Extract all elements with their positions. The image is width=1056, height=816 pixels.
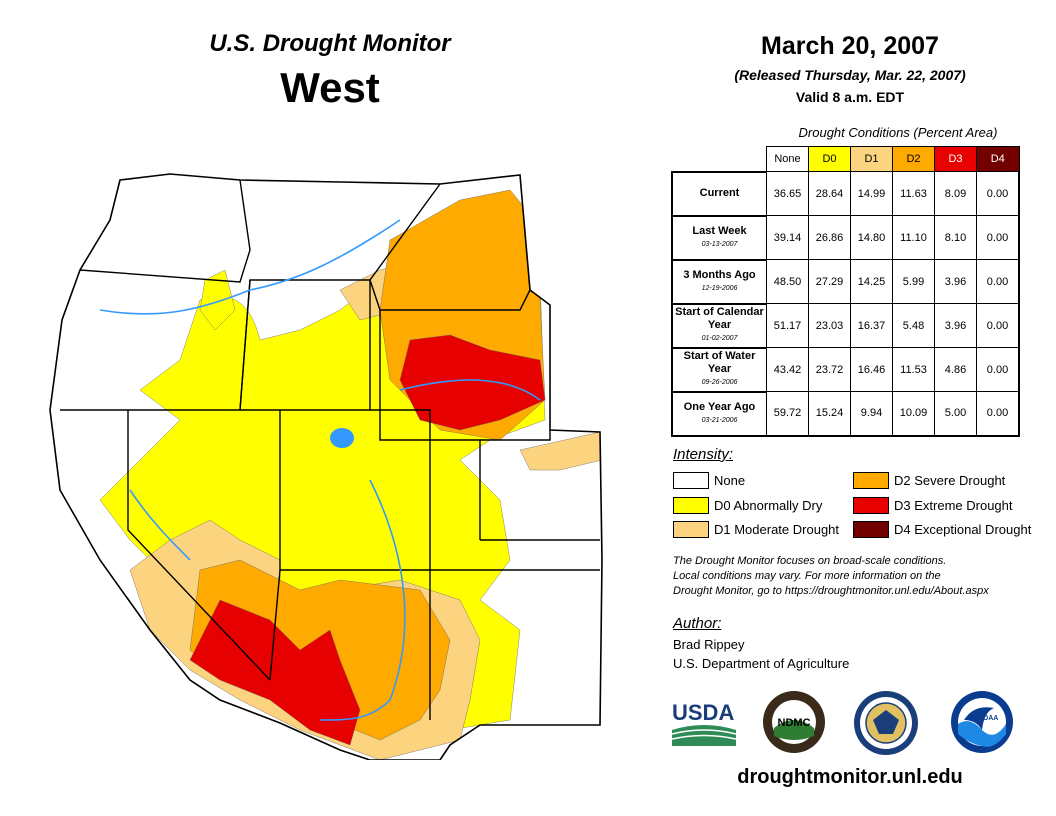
author-name: Brad Rippey xyxy=(673,637,745,652)
table-row: Current 36.65 28.64 14.99 11.63 8.09 0.0… xyxy=(671,170,1020,216)
cell: 8.10 xyxy=(934,215,977,260)
legend-item-none: None xyxy=(673,472,745,489)
legend-item-d0: D0 Abnormally Dry xyxy=(673,497,822,514)
cell: 48.50 xyxy=(766,259,809,304)
cell: 11.53 xyxy=(892,347,935,392)
legend-swatch xyxy=(853,521,889,538)
cell: 43.42 xyxy=(766,347,809,392)
legend-item-d3: D3 Extreme Drought xyxy=(853,497,1013,514)
col-none: None xyxy=(766,146,809,172)
cell: 3.96 xyxy=(934,303,977,348)
cell: 36.65 xyxy=(766,171,809,216)
cell: 0.00 xyxy=(976,391,1020,437)
row-label: Start of Water Year 09-26-2006 xyxy=(671,346,767,392)
map-date: March 20, 2007 xyxy=(761,32,939,60)
nws-seal-logo xyxy=(854,691,918,755)
cell: 0.00 xyxy=(976,171,1020,216)
website-url[interactable]: droughtmonitor.unl.edu xyxy=(737,766,963,788)
usda-logo: USDA xyxy=(671,700,737,746)
table-row: Start of Calendar Year 01-02-2007 51.17 2… xyxy=(671,302,1020,348)
legend-item-d4: D4 Exceptional Drought xyxy=(853,521,1031,538)
cell: 16.37 xyxy=(850,303,893,348)
cell: 16.46 xyxy=(850,347,893,392)
svg-text:NOAA: NOAA xyxy=(978,715,999,722)
legend-swatch xyxy=(853,497,889,514)
drought-conditions-table: None D0 D1 D2 D3 D4 Current 36.65 28.64 … xyxy=(671,146,1020,437)
cell: 15.24 xyxy=(808,391,851,437)
cell: 9.94 xyxy=(850,391,893,437)
cell: 10.09 xyxy=(892,391,935,437)
region-outline xyxy=(49,173,603,760)
cell: 0.00 xyxy=(976,347,1020,392)
cell: 11.10 xyxy=(892,215,935,260)
cell: 0.00 xyxy=(976,259,1020,304)
drought-map xyxy=(49,173,603,760)
col-d0: D0 xyxy=(808,146,851,172)
table-row: 3 Months Ago 12-19-2006 48.50 27.29 14.25… xyxy=(671,258,1020,304)
legend-item-d1: D1 Moderate Drought xyxy=(673,521,839,538)
col-d4: D4 xyxy=(976,146,1020,172)
table-row: Start of Water Year 09-26-2006 43.42 23.7… xyxy=(671,346,1020,392)
cell: 26.86 xyxy=(808,215,851,260)
svg-text:NDMC: NDMC xyxy=(778,717,811,729)
region-title: West xyxy=(280,64,380,111)
cell: 5.99 xyxy=(892,259,935,304)
legend-item-d2: D2 Severe Drought xyxy=(853,472,1005,489)
table-caption: Drought Conditions (Percent Area) xyxy=(798,125,998,140)
row-label: 3 Months Ago 12-19-2006 xyxy=(671,258,767,304)
svg-text:USDA: USDA xyxy=(672,700,734,725)
cell: 5.48 xyxy=(892,303,935,348)
rivers xyxy=(99,219,541,721)
cell: 23.72 xyxy=(808,347,851,392)
d0-area-north xyxy=(199,269,236,331)
cell: 4.86 xyxy=(934,347,977,392)
disclaimer-note: The Drought Monitor focuses on broad-sca… xyxy=(673,555,989,597)
cell: 5.00 xyxy=(934,391,977,437)
row-label: Start of Calendar Year 01-02-2007 xyxy=(671,302,767,348)
legend-title: Intensity: xyxy=(673,446,734,463)
author-heading: Author: xyxy=(673,615,722,632)
table-row: One Year Ago 03-21-2006 59.72 15.24 9.94 … xyxy=(671,390,1020,437)
program-title: U.S. Drought Monitor xyxy=(209,30,451,57)
d1-area-plains xyxy=(519,431,602,471)
state-boundaries xyxy=(60,179,600,720)
great-salt-lake xyxy=(330,428,354,448)
cell: 14.99 xyxy=(850,171,893,216)
row-label: One Year Ago 03-21-2006 xyxy=(671,390,767,437)
row-label: Last Week 03-13-2007 xyxy=(671,214,767,260)
d3-area-north xyxy=(399,334,546,431)
table-row: Last Week 03-13-2007 39.14 26.86 14.80 11… xyxy=(671,214,1020,260)
legend-swatch xyxy=(673,521,709,538)
cell: 59.72 xyxy=(766,391,809,437)
cell: 39.14 xyxy=(766,215,809,260)
col-d3: D3 xyxy=(934,146,977,172)
legend-swatch xyxy=(853,472,889,489)
cell: 8.09 xyxy=(934,171,977,216)
ndmc-logo: NDMC xyxy=(763,691,825,753)
d3-area xyxy=(189,599,361,746)
cell: 23.03 xyxy=(808,303,851,348)
legend-swatch xyxy=(673,497,709,514)
row-label: Current xyxy=(671,170,767,216)
cell: 27.29 xyxy=(808,259,851,304)
cell: 0.00 xyxy=(976,303,1020,348)
release-date: (Released Thursday, Mar. 22, 2007) xyxy=(734,67,966,83)
author-organization: U.S. Department of Agriculture xyxy=(673,656,850,671)
cell: 14.80 xyxy=(850,215,893,260)
table-header-row: None D0 D1 D2 D3 D4 xyxy=(672,146,1020,172)
cell: 28.64 xyxy=(808,171,851,216)
cell: 11.63 xyxy=(892,171,935,216)
col-d1: D1 xyxy=(850,146,893,172)
valid-time: Valid 8 a.m. EDT xyxy=(795,89,905,105)
cell: 14.25 xyxy=(850,259,893,304)
noaa-logo: NOAA xyxy=(951,691,1013,753)
cell: 0.00 xyxy=(976,215,1020,260)
col-d2: D2 xyxy=(892,146,935,172)
legend-swatch xyxy=(673,472,709,489)
cell: 3.96 xyxy=(934,259,977,304)
cell: 51.17 xyxy=(766,303,809,348)
corner-cell xyxy=(672,146,767,172)
